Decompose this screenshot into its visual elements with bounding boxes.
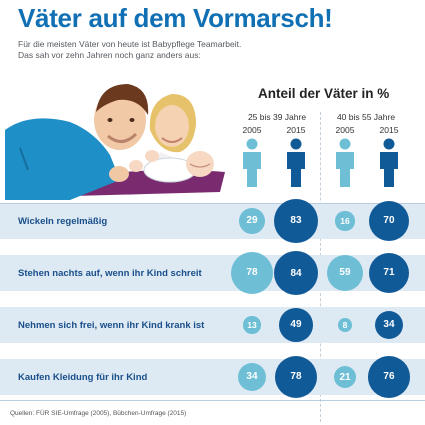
page-title: Väter auf dem Vormarsch! [18,3,333,33]
bubble-value: 59 [326,254,364,292]
row-band [0,307,425,343]
bubble-value: 34 [238,363,266,391]
bubble-value: 83 [274,199,318,243]
bubble-value: 71 [368,252,410,294]
bubble-value: 16 [335,211,355,231]
subtitle-line-1: Für die meisten Väter von heute ist Baby… [18,39,242,49]
year-label: 2005 [335,125,355,135]
year-label: 2005 [242,125,262,135]
row-label: Nehmen sich frei, wenn ihr Kind krank is… [18,320,205,331]
bubble-value: 13 [243,316,261,334]
row-divider [0,203,425,204]
person-icon [287,138,305,187]
bubble-value: 78 [230,251,274,295]
person-icon [380,138,398,187]
bubble-value: 84 [274,251,318,295]
bubble-value: 70 [368,200,410,242]
row-label: Wickeln regelmäßig [18,216,108,227]
person-icon [336,138,354,187]
bubble-value: 49 [279,308,313,342]
bubble-value: 76 [368,356,410,398]
group-label-40-55: 40 bis 55 Jahre [336,112,396,122]
bubble-value: 8 [338,318,352,332]
source-note: Quellen: FÜR SIE-Umfrage (2005), Bübchen… [10,410,187,417]
bubble-value: 78 [274,355,318,399]
father-baby-illustration [5,84,225,200]
bubble-value: 29 [239,208,265,234]
year-label: 2015 [379,125,399,135]
bubble-value: 34 [375,311,403,339]
person-icon [243,138,261,187]
year-label: 2015 [286,125,306,135]
group-label-25-39: 25 bis 39 Jahre [247,112,307,122]
bubble-value: 21 [334,366,356,388]
chart-title: Anteil der Väter in % [258,86,390,101]
subtitle-line-2: Das sah vor zehn Jahren noch ganz anders… [18,50,201,60]
row-divider [0,400,425,401]
row-label: Stehen nachts auf, wenn ihr Kind schreit [18,268,202,279]
row-label: Kaufen Kleidung für ihr Kind [18,372,148,383]
